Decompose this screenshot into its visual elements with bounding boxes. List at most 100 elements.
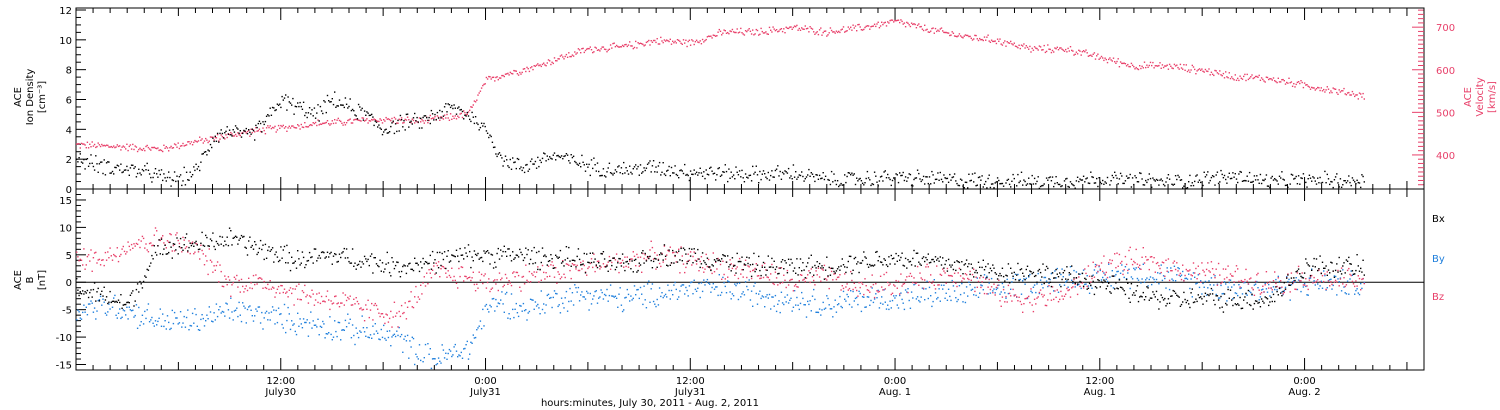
by-series-point	[381, 336, 384, 339]
by-series-point	[712, 283, 714, 285]
velocity-series-point	[368, 120, 370, 122]
by-series-point	[1326, 287, 1328, 289]
velocity-series-point	[467, 111, 470, 113]
by-series-point	[1219, 297, 1221, 299]
density-series-point	[1280, 177, 1282, 179]
by-series-point	[1214, 275, 1216, 277]
bx-series-point	[117, 299, 120, 301]
by-series-point	[1121, 264, 1123, 266]
velocity-series-point	[1022, 45, 1024, 47]
by-series-point	[811, 295, 814, 297]
bz-series-point	[656, 254, 658, 256]
by-series-point	[889, 300, 891, 302]
density-series-point	[775, 168, 778, 170]
velocity-series-point	[1044, 51, 1047, 54]
bx-series-point	[122, 304, 124, 306]
density-series-point	[552, 154, 554, 156]
density-series-point	[248, 129, 250, 131]
velocity-series-point	[160, 149, 163, 152]
bz-series-point	[1177, 270, 1179, 272]
by-series-point	[1332, 284, 1334, 287]
bz-series-point	[1244, 278, 1246, 281]
velocity-series-point	[602, 46, 605, 48]
bz-series-point	[1183, 280, 1185, 282]
by-series-point	[1297, 279, 1300, 281]
by-series-point	[1360, 282, 1362, 285]
density-series-point	[811, 173, 814, 175]
velocity-series-point	[842, 26, 845, 28]
by-series-point	[630, 295, 632, 297]
velocity-series-point	[338, 119, 341, 122]
bz-series-point	[350, 304, 353, 306]
by-series-point	[461, 357, 464, 359]
by-series-point	[580, 294, 582, 296]
density-series-point	[184, 184, 187, 186]
velocity-series-point	[308, 124, 311, 127]
bx-series-point	[195, 240, 197, 243]
velocity-series-point	[856, 30, 858, 32]
by-series-point	[393, 333, 396, 335]
density-series-point	[1171, 183, 1173, 185]
by-series-point	[1271, 291, 1273, 293]
bx-series-point	[152, 258, 154, 260]
bz-series-point	[1188, 270, 1190, 272]
density-series-point	[740, 176, 742, 178]
density-series-point	[271, 106, 274, 109]
velocity-series-point	[463, 110, 465, 112]
bz-series-point	[1025, 297, 1027, 300]
velocity-series-point	[1207, 70, 1209, 73]
density-series-point	[1302, 173, 1305, 175]
velocity-series-point	[359, 119, 361, 122]
by-series-point	[326, 333, 329, 335]
bz-series-point	[832, 279, 834, 281]
velocity-series-point	[117, 145, 120, 148]
by-series-point	[459, 355, 461, 357]
velocity-series-point	[887, 21, 889, 23]
velocity-series-point	[168, 150, 170, 152]
by-series-point	[1320, 280, 1322, 282]
bz-series-point	[1325, 288, 1327, 291]
by-series-point	[832, 316, 834, 318]
density-series-point	[655, 166, 657, 168]
density-series-point	[932, 174, 934, 176]
bz-series-point	[1045, 304, 1048, 307]
velocity-series-point	[397, 122, 399, 124]
bx-series-point	[145, 276, 147, 278]
bz-series-point	[893, 284, 895, 286]
density-series-point	[1266, 185, 1269, 187]
bz-series-point	[540, 279, 542, 281]
bz-series-point	[281, 285, 283, 287]
by-series-point	[1303, 283, 1306, 285]
density-series-point	[87, 165, 90, 167]
by-series-point	[142, 323, 145, 325]
bz-series-point	[184, 247, 187, 250]
velocity-series-point	[744, 30, 747, 32]
density-series-point	[473, 122, 476, 125]
velocity-series-point	[999, 38, 1001, 40]
by-series-point	[1076, 284, 1079, 286]
bz-series-point	[654, 252, 656, 254]
velocity-series-point	[835, 30, 838, 32]
bz-series-point	[141, 235, 144, 238]
density-series-point	[809, 175, 811, 177]
bz-series-point	[285, 292, 287, 294]
density-series-point	[796, 178, 798, 180]
by-series-point	[466, 340, 468, 343]
bz-series-point	[392, 316, 394, 318]
bx-series-point	[220, 243, 222, 245]
density-series-point	[830, 170, 833, 173]
density-series-point	[1352, 179, 1355, 181]
velocity-series-point	[1042, 49, 1044, 51]
density-series-point	[350, 109, 353, 112]
velocity-series-point	[418, 117, 421, 119]
density-series-point	[244, 130, 246, 132]
density-series-point	[1065, 178, 1067, 180]
velocity-series-point	[515, 70, 517, 72]
bx-series-point	[139, 280, 141, 283]
by-series-point	[824, 307, 827, 309]
density-series-point	[183, 166, 185, 169]
bz-series-point	[608, 255, 611, 258]
bz-series-point	[668, 250, 670, 253]
by-series-point	[383, 324, 385, 327]
by-series-point	[648, 280, 650, 282]
